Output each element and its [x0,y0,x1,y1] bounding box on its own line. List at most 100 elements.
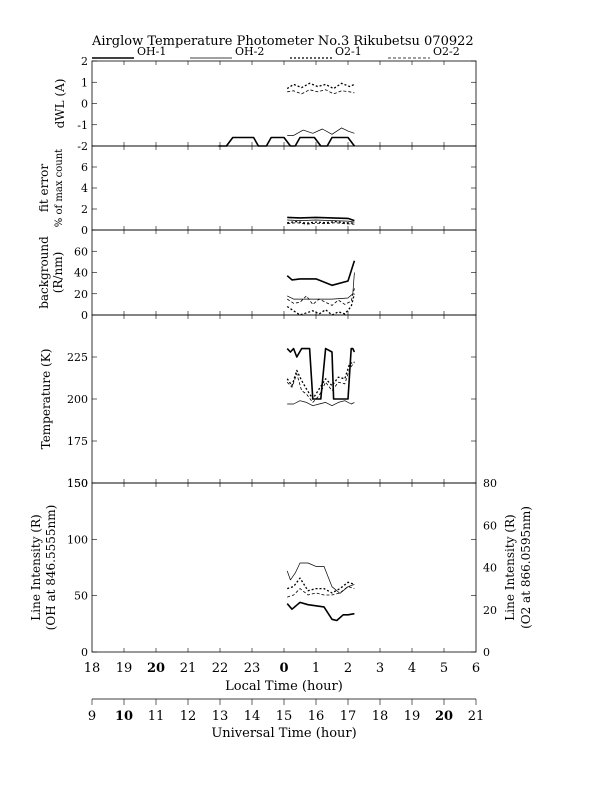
legend-label: O2-1 [335,45,362,58]
y-axis-label: dWL (A) [53,79,67,129]
y-right-tick-label: 20 [483,604,497,617]
universal-time-axis-label: Universal Time (hour) [211,726,356,741]
series-line-oh-1 [218,136,356,147]
local-time-tick-label: 0 [279,661,288,676]
y-axis-label-2: (R/nm) [51,252,65,294]
y-tick-label: 175 [67,435,88,448]
panel-fit-error: 0 2 4 6 fit error% of max count [37,145,477,237]
legend-item-o2-1: O2-1 [290,45,362,59]
y-tick-label: 2 [81,55,88,68]
y-tick-label: 200 [67,393,88,406]
series-line-o2-1 [287,220,355,224]
y-axis-label: fit error [37,164,51,212]
local-time-tick-label: 2 [344,661,352,676]
y-tick-label: 0 [81,646,88,659]
y-tick-label: 1 [81,76,88,89]
universal-time-tick-label: 11 [148,709,165,724]
figure-title: Airglow Temperature Photometer No.3 Riku… [91,34,474,49]
y-tick-label: 0 [81,224,88,237]
y-axis-label: Line Intensity (R) [29,514,43,620]
series-line-o2-2 [287,586,355,598]
universal-time-tick-label: 16 [308,709,325,724]
plot-frame [91,482,477,653]
y-axis-label: background [37,236,51,309]
y-tick-label: 150 [67,477,88,490]
y-right-axis-label-2: (O2 at 866.0595nm) [519,506,533,629]
universal-time-tick-label: 15 [276,709,293,724]
y-tick-label: 40 [74,267,88,280]
y-right-tick-label: 60 [483,519,497,532]
legend-label: O2-2 [433,45,460,58]
universal-time-tick-label: 18 [372,709,389,724]
series-line-o2-1 [286,577,355,594]
series-line-o2-2 [286,361,355,403]
panel-dwl: -2 -1 0 1 2 dWL (A) [53,55,477,153]
y-tick-label: -2 [77,140,88,153]
local-time-tick-label: 23 [244,661,261,676]
universal-time-tick-label: 20 [435,709,453,724]
plot-frame [91,314,477,484]
local-time-tick-label: 20 [147,661,165,676]
series-line-oh-1 [287,216,355,222]
universal-time-tick-label: 14 [244,709,261,724]
series-line-oh-1 [286,601,355,622]
local-time-tick-label: 5 [440,661,448,676]
legend-item-o2-2: O2-2 [388,45,460,59]
series-line-o2-1 [286,361,355,400]
universal-time-tick-label: 13 [212,709,229,724]
universal-time-tick-label: 19 [404,709,421,724]
series-line-oh-2 [287,272,355,300]
universal-time-tick-label: 17 [340,709,357,724]
local-time-tick-label: 6 [472,661,480,676]
series-line-oh-2 [287,127,355,136]
y-right-tick-label: 0 [483,646,490,659]
y-axis-label-2: % of max count [54,149,65,227]
y-tick-label: 2 [81,203,88,216]
series-line-oh-1 [286,260,356,287]
y-axis-label: Temperature (K) [39,349,53,450]
legend-label: OH-1 [137,45,166,58]
y-tick-label: 50 [74,590,88,603]
chart-panels: -2 -1 0 1 2 dWL (A) 0 2 4 6 fit error% of max coun… [29,55,533,659]
y-tick-label: 20 [74,288,88,301]
y-tick-label: -1 [77,119,88,132]
series-line-oh-2 [287,219,355,223]
universal-time-tick-label: 12 [180,709,197,724]
plot-frame [91,229,477,316]
series-line-o2-2 [286,288,355,306]
series-line-oh-1 [286,347,356,400]
y-tick-label: 60 [74,245,88,258]
plot-frame [91,145,477,231]
y-right-axis-label: Line Intensity (R) [503,514,517,620]
local-time-tick-label: 3 [376,661,384,676]
local-time-tick-label: 22 [212,661,229,676]
local-time-axis-label: Local Time (hour) [225,679,343,694]
local-time-tick-label: 19 [116,661,133,676]
y-tick-label: 0 [81,98,88,111]
universal-time-tick-label: 9 [88,709,96,724]
y-tick-label: 4 [81,182,88,195]
legend-item-oh-2: OH-2 [190,45,264,59]
series-line-o2-1 [286,82,355,90]
local-time-tick-label: 4 [408,661,416,676]
y-right-tick-label: 80 [483,477,497,490]
series-line-o2-2 [287,89,355,95]
y-tick-label: 225 [67,351,88,364]
y-tick-label: 6 [81,161,88,174]
y-tick-label: 0 [81,309,88,322]
local-time-tick-label: 18 [84,661,101,676]
y-tick-label: 150 [67,477,88,490]
local-time-tick-label: 1 [312,661,320,676]
legend: OH-1 OH-2 O2-1 O2-2 [92,45,460,59]
plot-frame [91,60,477,147]
legend-label: OH-2 [235,45,264,58]
universal-time-tick-label: 10 [115,709,133,724]
universal-time-tick-label: 21 [468,709,485,724]
legend-item-oh-1: OH-1 [92,45,166,59]
y-axis-label-2: (OH at 846.5555nm) [44,505,58,631]
panel-background: 0 20 40 60 background (R/nm) [37,229,477,322]
series-line-oh-2 [287,400,355,407]
